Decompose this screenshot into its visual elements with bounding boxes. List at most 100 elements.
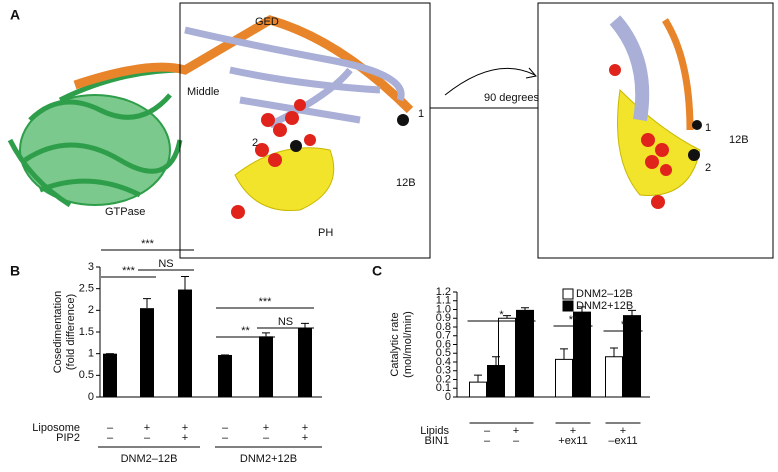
panel-letter: A: [10, 7, 20, 23]
label-site1: 1: [418, 108, 424, 120]
condition-value: +: [620, 425, 626, 437]
condition-value: +: [302, 432, 308, 444]
condition-value: +: [570, 425, 576, 437]
legend-label: DNM2+12B: [576, 300, 633, 312]
legend-swatch: [562, 288, 574, 300]
significance-label: ***: [141, 238, 155, 250]
group-label: DNM2+12B: [240, 453, 297, 465]
panel-letter: B: [10, 263, 20, 279]
error-bar: [301, 322, 309, 328]
condition-value: –: [107, 422, 114, 434]
condition-value: +: [182, 422, 188, 434]
legend-swatch: [562, 300, 574, 312]
y-tick-label: 1.1: [436, 295, 451, 307]
y-tick-label: 1.0: [436, 303, 451, 315]
condition-value: –: [484, 435, 491, 447]
ph-structure: [234, 147, 335, 212]
bar: [487, 365, 505, 398]
condition-value: –: [144, 432, 151, 444]
y-axis-label: (fold difference): [65, 294, 77, 370]
y-tick-label: 0.5: [79, 369, 94, 381]
condition-value: +: [263, 422, 269, 434]
bar: [218, 354, 232, 397]
ged-helix: [73, 15, 414, 114]
y-tick-label: 3: [88, 261, 94, 273]
condition-value: +: [302, 422, 308, 434]
y-tick-label: 0: [445, 391, 451, 403]
error-bar: [578, 306, 586, 313]
bar: [178, 289, 192, 397]
structure-frame: [179, 2, 431, 259]
condition-value: +: [144, 422, 150, 434]
condition-value: –: [484, 425, 491, 437]
significance-label: NS: [278, 316, 293, 328]
label-site1: 1: [705, 122, 711, 134]
condition-value: –: [222, 432, 229, 444]
y-tick-label: 0: [88, 391, 94, 403]
bar: [623, 315, 641, 398]
condition-value: +: [513, 425, 519, 437]
label-isoform: 12B: [729, 134, 749, 146]
error-bar: [521, 307, 529, 311]
y-tick-label: 0.8: [436, 321, 451, 333]
bar: [469, 381, 487, 398]
condition-value: –: [263, 432, 270, 444]
y-axis-label: Cosedimentation: [52, 291, 64, 374]
legend-label: DNM2–12B: [576, 288, 633, 300]
error-bar: [492, 356, 500, 366]
y-tick-label: 0.1: [436, 382, 451, 394]
error-bar: [262, 332, 270, 337]
y-tick-label: 1.5: [79, 326, 94, 338]
y-tick-label: 0.4: [436, 356, 451, 368]
y-tick-label: 0.2: [436, 373, 451, 385]
significance-label: ***: [122, 265, 136, 277]
significance-label: *: [621, 319, 626, 331]
rotation-arrow: [444, 67, 536, 96]
bar: [140, 308, 154, 397]
label-site2: 2: [705, 162, 711, 174]
y-tick-label: 0.6: [436, 338, 451, 350]
label-isoform: 12B: [396, 177, 416, 189]
residue-spheres: [231, 99, 316, 219]
bar: [259, 336, 273, 397]
condition-value: –: [107, 432, 114, 444]
gtpase-structure: [7, 67, 186, 208]
condition-value: +: [182, 432, 188, 444]
y-tick-label: 1: [88, 348, 94, 360]
y-tick-label: 0.7: [436, 330, 451, 342]
y-axis-label: Catalytic rate: [389, 312, 401, 376]
condition-value: –: [513, 435, 520, 447]
label-rotation: 90 degrees: [484, 92, 540, 104]
error-bar: [503, 315, 511, 319]
y-tick-label: 2: [88, 304, 94, 316]
arrow-head: [525, 67, 537, 79]
error-bar: [560, 348, 568, 360]
black-spheres: [290, 114, 409, 152]
significance-label: ***: [259, 296, 273, 308]
significance-label: *: [499, 309, 504, 321]
y-tick-label: 0.3: [436, 365, 451, 377]
label-ged: GED: [255, 16, 279, 28]
rotated-structure: [609, 15, 702, 209]
condition-value: –: [222, 422, 229, 434]
condition-label: BIN1: [425, 435, 449, 447]
condition-label: Liposome: [32, 422, 80, 434]
label-site2: 2: [252, 137, 258, 149]
y-tick-label: 2.5: [79, 283, 94, 295]
bar: [103, 353, 117, 397]
panel-letter: C: [372, 263, 382, 279]
label-middle: Middle: [187, 86, 219, 98]
label-gtpase: GTPase: [105, 206, 145, 218]
significance-label: NS: [158, 258, 173, 270]
y-tick-label: 0.9: [436, 312, 451, 324]
bar: [516, 309, 534, 398]
y-tick-label: 0.5: [436, 347, 451, 359]
condition-label: Lipids: [420, 425, 449, 437]
group-label: DNM2–12B: [121, 453, 178, 465]
condition-label: PIP2: [56, 432, 80, 444]
bar: [555, 358, 573, 398]
error-bar: [181, 276, 189, 290]
rotated-frame: [537, 2, 774, 259]
panel-a: A GED Middle GTPase PH 1 2 12B 90 degree…: [7, 2, 774, 259]
